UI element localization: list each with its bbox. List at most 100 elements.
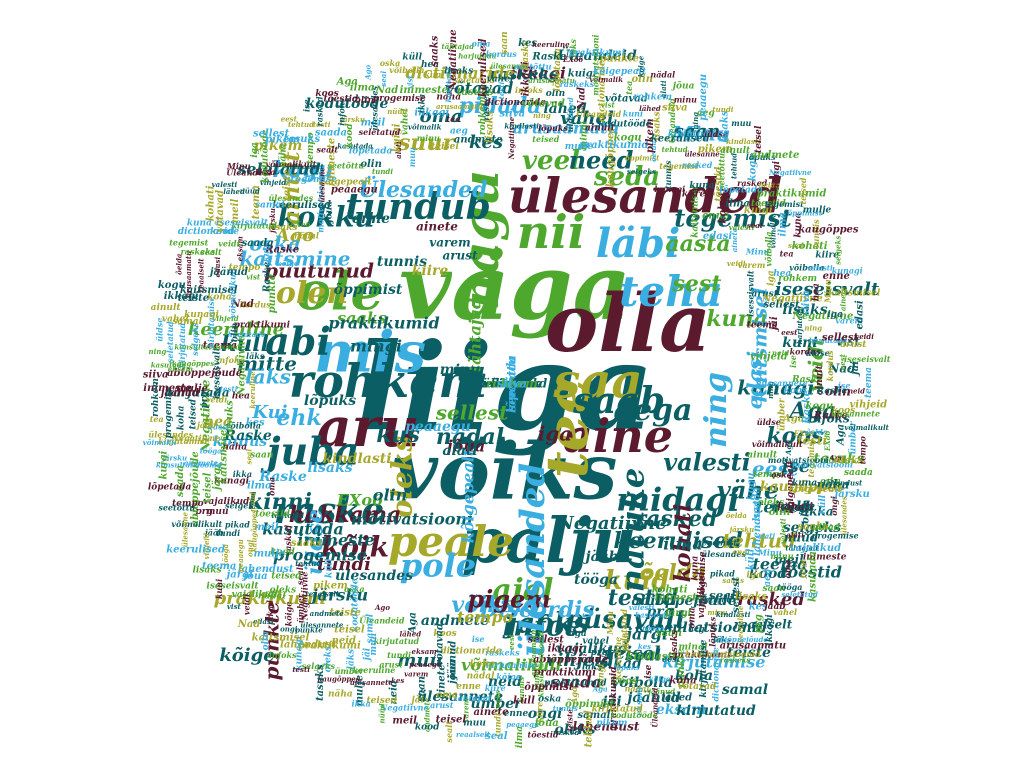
cloud-word: kes bbox=[518, 38, 537, 49]
cloud-word: vahel bbox=[773, 607, 797, 617]
cloud-word: järsku bbox=[728, 525, 755, 534]
cloud-word: nädal bbox=[258, 590, 286, 601]
cloud-word: kaitsmisel bbox=[218, 426, 229, 484]
cloud-word: hea bbox=[232, 392, 250, 402]
cloud-word: oma bbox=[436, 690, 458, 700]
cloud-word: kes bbox=[391, 676, 404, 685]
cloud-word: mingi bbox=[772, 160, 782, 190]
cloud-word: sealt bbox=[317, 144, 339, 154]
cloud-word: selgeks bbox=[190, 322, 200, 356]
cloud-word: olin bbox=[373, 486, 407, 505]
cloud-word: kokku bbox=[277, 201, 374, 234]
cloud-word: arust bbox=[752, 290, 779, 300]
cloud-word: tähtajad bbox=[442, 42, 475, 51]
cloud-word: hea bbox=[773, 269, 791, 279]
cloud-word: ümber bbox=[847, 420, 858, 454]
cloud-word: kaitsmisel bbox=[691, 185, 701, 237]
cloud-word: teised bbox=[532, 134, 559, 144]
cloud-word: tee bbox=[533, 378, 601, 479]
cloud-word: tõestid bbox=[751, 198, 787, 209]
cloud-word: andmete bbox=[751, 150, 800, 161]
cloud-word: ise bbox=[838, 380, 851, 390]
cloud-word: järsku bbox=[268, 208, 277, 235]
cloud-word: võimalik bbox=[143, 438, 177, 447]
cloud-word: kuigi bbox=[392, 123, 403, 152]
cloud-word: siiva bbox=[143, 369, 169, 380]
cloud-word: ning bbox=[691, 112, 700, 130]
cloud-word: kus bbox=[376, 422, 420, 448]
cloud-word: Nad bbox=[375, 85, 399, 96]
cloud-word: ikkagi bbox=[520, 61, 531, 96]
cloud-word: näha bbox=[817, 478, 850, 492]
cloud-word: eest bbox=[281, 114, 298, 123]
cloud-word: EXo6 bbox=[289, 220, 310, 229]
cloud-word: seda bbox=[593, 162, 660, 192]
cloud-word: mulje bbox=[803, 206, 832, 216]
cloud-word: ilma bbox=[663, 535, 702, 554]
cloud-word: ainete bbox=[730, 227, 739, 252]
cloud-word: kodutööde bbox=[350, 578, 361, 632]
cloud-word: Raske bbox=[264, 245, 299, 256]
cloud-word: kirjutamise bbox=[663, 653, 766, 672]
cloud-word: koha bbox=[207, 292, 232, 302]
cloud-word: motivatsiooni bbox=[591, 35, 601, 96]
cloud-word: kõigepealt bbox=[319, 177, 373, 188]
cloud-word: harjutada bbox=[458, 52, 497, 61]
cloud-word: rohkem bbox=[289, 354, 487, 408]
cloud-word: tehtud bbox=[662, 145, 688, 154]
cloud-word: Negatiivne bbox=[768, 168, 812, 177]
cloud-word: pikem bbox=[254, 138, 303, 154]
cloud-word: Raske bbox=[531, 51, 566, 62]
cloud-word: lähed bbox=[661, 692, 692, 703]
cloud-word: keeruline bbox=[613, 637, 623, 680]
cloud-word: vist bbox=[601, 100, 616, 109]
cloud-word: saab bbox=[572, 380, 665, 422]
cloud-word: teiste bbox=[566, 709, 575, 732]
cloud-word: natuke bbox=[614, 468, 652, 593]
cloud-word: sealt bbox=[444, 721, 454, 743]
cloud-word: samal bbox=[366, 613, 376, 643]
cloud-word: saada bbox=[752, 487, 763, 519]
cloud-word: lõpuks bbox=[708, 616, 718, 646]
cloud-word: ülesandes bbox=[148, 429, 193, 439]
cloud-word: vahel bbox=[560, 108, 614, 129]
cloud-word: Raske bbox=[521, 40, 531, 72]
cloud-word: keeruline bbox=[353, 665, 396, 675]
cloud-word: inimeste bbox=[143, 383, 191, 394]
cloud-word: Ago bbox=[374, 603, 390, 612]
cloud-word: Üleandeid bbox=[651, 688, 660, 728]
cloud-word: minu bbox=[674, 94, 697, 104]
cloud-word: jäänud bbox=[159, 388, 199, 399]
cloud-word: Ago bbox=[784, 440, 793, 456]
cloud-word: iseseisvalt bbox=[745, 270, 755, 317]
cloud-word: tõestid bbox=[780, 563, 842, 582]
cloud-word: rohkem bbox=[778, 274, 817, 284]
cloud-word: eksam bbox=[412, 647, 437, 656]
cloud-word: koos bbox=[315, 89, 338, 99]
cloud-word: sest bbox=[672, 271, 722, 297]
cloud-word: tasuks bbox=[225, 400, 236, 437]
cloud-word: kood bbox=[749, 566, 787, 582]
cloud-word: mitte bbox=[237, 352, 297, 376]
cloud-word: kindlasti bbox=[322, 451, 391, 467]
cloud-word: võimalikult bbox=[752, 439, 803, 449]
cloud-word: Üleandeid bbox=[576, 109, 622, 119]
cloud-word: progemise bbox=[164, 385, 174, 438]
cloud-word: tundi bbox=[317, 554, 371, 575]
cloud-word: neid bbox=[848, 386, 865, 395]
cloud-word: kuna bbox=[706, 306, 768, 332]
cloud-word: motivatsiooni bbox=[351, 510, 473, 529]
cloud-word: sellest bbox=[528, 634, 565, 645]
cloud-word: üldse bbox=[757, 417, 781, 427]
cloud-word: alati bbox=[786, 531, 804, 540]
cloud-word: lisaks bbox=[268, 223, 297, 233]
cloud-word: samal bbox=[722, 682, 768, 698]
cloud-word: kõigepealt bbox=[789, 484, 843, 495]
cloud-word: ümber bbox=[470, 696, 523, 712]
cloud-word: punkte bbox=[260, 602, 284, 681]
cloud-word: seal bbox=[788, 241, 804, 250]
cloud-word: dictionaride bbox=[178, 227, 240, 237]
cloud-word: kordus bbox=[240, 299, 272, 309]
cloud-word: lahendust bbox=[823, 479, 863, 488]
cloud-word: vahel bbox=[162, 315, 189, 325]
